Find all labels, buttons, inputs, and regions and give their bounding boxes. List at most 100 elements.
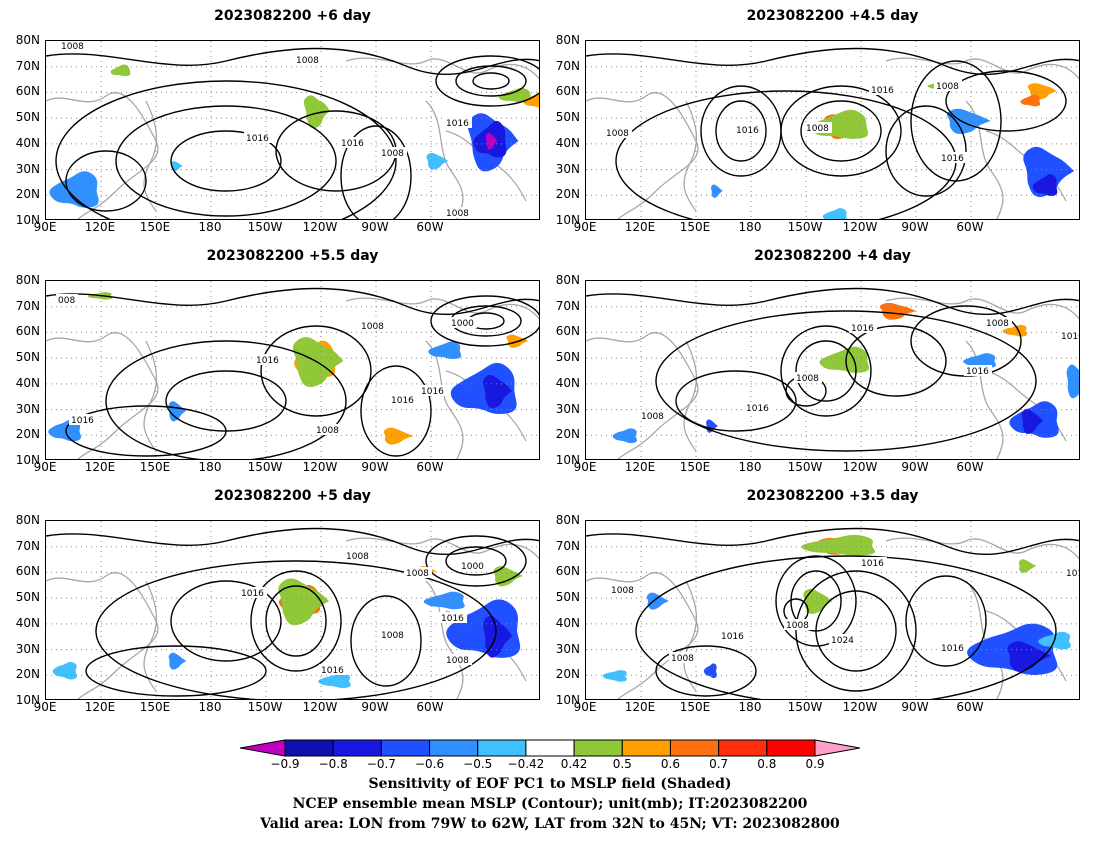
contour-label-bg [319, 664, 347, 675]
contour-label: 1008 [936, 82, 959, 92]
contour-label: 1016 [321, 666, 344, 676]
contour-label-bg [734, 124, 762, 135]
contour-label-bg [719, 630, 747, 641]
colorbar-segment [525, 739, 575, 757]
mslp-contour [800, 100, 882, 162]
lat-tick-label: 40N [15, 135, 40, 150]
colorbar-tick-label: −0.7 [366, 757, 396, 771]
lat-tick-label: 70N [15, 298, 40, 313]
lat-tick-label: 10N [15, 693, 40, 707]
lon-tick-label: 60W [956, 700, 984, 714]
lon-tick-label: 150E [139, 460, 171, 474]
lat-tick-label: 40N [555, 375, 580, 390]
contour-label: 1000 [451, 319, 474, 329]
colorbar-tick-label: 0.8 [757, 757, 777, 771]
lat-tick-label: 30N [555, 641, 580, 656]
lat-tick-label: 70N [15, 538, 40, 553]
lat-tick-label: 60N [555, 324, 580, 339]
sensitivity-shading [602, 670, 627, 682]
lat-tick-label: 80N [555, 513, 580, 527]
sensitivity-shading [426, 152, 449, 170]
contour-label: 1016 [871, 86, 894, 96]
mslp-contour [815, 590, 897, 672]
lon-tick-label: 150W [787, 700, 823, 714]
coastline [425, 340, 464, 459]
contour-label-bg [984, 317, 1012, 328]
contour-label-bg [934, 80, 962, 91]
contour-label-bg [339, 137, 367, 148]
colorbar-segment [621, 739, 671, 757]
mslp-contour [260, 325, 372, 417]
sensitivity-shading [170, 161, 183, 172]
lon-tick-label: 90W [361, 700, 389, 714]
contour-label-bg [69, 414, 97, 425]
mslp-contour [780, 325, 872, 417]
contour-label: 1016 [391, 396, 414, 406]
sensitivity-shading [612, 428, 637, 444]
lon-tick-label: 120E [624, 220, 656, 234]
contour-label-bg [744, 402, 772, 413]
lat-tick-label: 30N [555, 401, 580, 416]
colorbar-segment [766, 739, 816, 757]
map-panel: 2023082200 +3.5 day101610161008100810161… [540, 488, 1080, 714]
contour-label-bg [379, 629, 407, 640]
mslp-contour [455, 65, 527, 97]
mslp-contour [435, 55, 539, 107]
lat-tick-label: 70N [555, 298, 580, 313]
sensitivity-shading [483, 374, 512, 409]
lon-tick-label: 150E [139, 700, 171, 714]
mslp-contour [65, 150, 147, 212]
lon-tick-label: 150W [787, 460, 823, 474]
coastline [143, 580, 158, 692]
sensitivity-shading [646, 592, 669, 610]
contour-label: 1008 [61, 42, 84, 52]
lon-tick-label: 120W [302, 460, 338, 474]
sensitivity-shading [110, 64, 131, 77]
lat-tick-label: 50N [555, 350, 580, 365]
sensitivity-shading [428, 341, 462, 360]
sensitivity-shading [318, 673, 351, 688]
lat-tick-label: 30N [15, 641, 40, 656]
colorbar-segment [240, 739, 286, 757]
contour-label: 1016 [441, 614, 464, 624]
sensitivity-shading [1066, 364, 1079, 399]
lon-tick-label: 180 [198, 460, 222, 474]
coastline [586, 332, 699, 459]
contour-label: 1016 [746, 404, 769, 414]
lat-tick-label: 60N [555, 564, 580, 579]
lon-tick-label: 150W [247, 700, 283, 714]
contour-label-bg [254, 354, 282, 365]
contour-label: 1016 [851, 324, 874, 334]
sensitivity-shading [522, 93, 539, 108]
lon-tick-label: 120W [302, 700, 338, 714]
lat-tick-label: 30N [555, 161, 580, 176]
lon-tick-label: 120E [624, 700, 656, 714]
contour-label: 1016 [941, 644, 964, 654]
lat-tick-label: 50N [555, 110, 580, 125]
lat-tick-label: 20N [15, 667, 40, 682]
sensitivity-shading [819, 346, 870, 373]
contour-label: 1016 [71, 416, 94, 426]
lon-tick-label: 90E [573, 220, 597, 234]
colorbar-tick-label: −0.8 [318, 757, 348, 771]
lon-tick-label: 90W [901, 700, 929, 714]
sensitivity-shading [1032, 174, 1058, 197]
caption-line-2: NCEP ensemble mean MSLP (Contour); unit(… [292, 796, 808, 812]
lat-tick-label: 70N [555, 58, 580, 73]
mslp-contour [46, 527, 539, 556]
panel-title: 2023082200 +5 day [214, 488, 371, 504]
lon-tick-label: 60W [956, 460, 984, 474]
lat-tick-label: 60N [15, 84, 40, 99]
contour-label-bg [439, 612, 467, 623]
map-plot: 1008 1000 1008 1016 1008 1016 1016 1008 [46, 521, 539, 699]
contour-label-bg [669, 652, 697, 663]
contour-label: 1016 [861, 559, 884, 569]
lon-tick-label: 90E [33, 460, 57, 474]
colorbar-segment [669, 739, 720, 757]
contour-label: 1008 [641, 412, 664, 422]
contour-label: 1008 [786, 621, 809, 631]
sensitivity-shading [946, 108, 991, 134]
lon-tick-label: 180 [738, 700, 762, 714]
contour-label-bg [459, 560, 487, 571]
contour-label-bg [939, 152, 967, 163]
